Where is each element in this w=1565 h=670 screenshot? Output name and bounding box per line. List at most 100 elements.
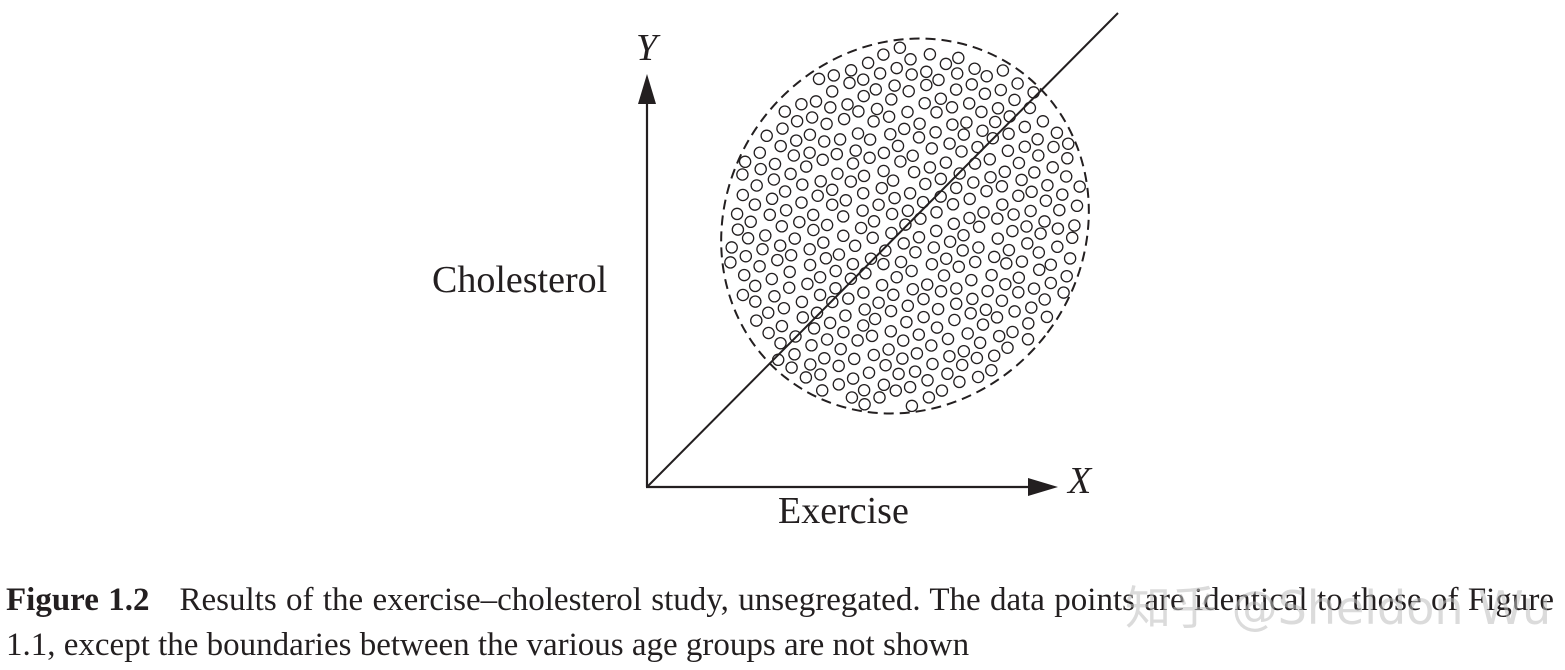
- data-point: [888, 79, 901, 92]
- data-point: [824, 101, 837, 114]
- data-point: [991, 102, 1005, 115]
- data-point: [896, 334, 910, 347]
- data-point: [1018, 120, 1032, 134]
- data-point: [1041, 178, 1054, 192]
- data-point: [920, 78, 933, 92]
- data-point: [1034, 227, 1047, 240]
- data-point: [887, 288, 900, 302]
- data-point: [836, 210, 850, 223]
- data-point: [787, 149, 801, 162]
- data-point: [988, 115, 1002, 129]
- data-point: [930, 321, 944, 334]
- data-point: [877, 48, 890, 61]
- data-point: [894, 155, 907, 168]
- data-point: [765, 272, 779, 286]
- data-point: [877, 257, 890, 271]
- data-point: [961, 327, 974, 340]
- data-point: [803, 146, 816, 159]
- data-point: [1003, 110, 1016, 123]
- data-point: [889, 384, 903, 397]
- data-point: [920, 65, 933, 79]
- data-point: [994, 83, 1008, 97]
- data-point: [784, 248, 798, 262]
- data-point: [832, 248, 846, 261]
- data-point: [957, 344, 971, 358]
- data-point: [901, 105, 914, 119]
- data-point: [937, 269, 951, 282]
- data-point: [857, 383, 871, 397]
- data-point: [972, 241, 985, 254]
- x-axis-letter: X: [1066, 460, 1093, 502]
- data-point: [912, 131, 926, 144]
- data-point: [837, 229, 850, 243]
- data-point: [774, 139, 787, 153]
- data-point: [810, 306, 824, 320]
- data-point: [945, 101, 959, 114]
- data-point: [857, 286, 870, 299]
- data-point: [923, 48, 937, 61]
- data-point: [748, 279, 762, 293]
- data-point: [984, 170, 997, 184]
- data-point: [843, 76, 856, 90]
- data-point: [782, 281, 796, 294]
- data-point: [811, 189, 824, 202]
- y-axis-letter: Y: [636, 27, 661, 69]
- data-point: [971, 370, 985, 384]
- y-axis-name: Cholesterol: [432, 259, 607, 301]
- data-point: [1031, 133, 1044, 146]
- data-point: [837, 325, 850, 339]
- data-point: [805, 339, 818, 352]
- data-point: [789, 330, 802, 343]
- data-point: [1025, 185, 1038, 199]
- data-point: [900, 315, 913, 329]
- exercise-cholesterol-figure: Y X Cholesterol Exercise: [432, 12, 1119, 532]
- data-point: [833, 133, 847, 146]
- data-point: [1053, 203, 1066, 217]
- data-point: [790, 114, 804, 128]
- watermark-text: 知乎 @Sheldon Wu: [1125, 581, 1552, 635]
- data-point: [872, 198, 885, 211]
- data-point: [882, 110, 896, 123]
- data-point: [1024, 204, 1037, 218]
- data-point: [754, 162, 767, 176]
- data-point: [985, 268, 998, 282]
- data-point: [852, 105, 865, 118]
- data-point: [814, 368, 827, 381]
- data-point: [765, 192, 779, 206]
- data-point: [910, 347, 924, 360]
- data-point: [1027, 282, 1041, 295]
- data-point: [831, 167, 844, 180]
- data-point: [749, 295, 762, 308]
- data-point: [950, 282, 963, 295]
- data-point: [844, 272, 858, 286]
- data-point: [809, 95, 823, 108]
- data-point: [756, 243, 769, 256]
- data-point: [768, 157, 782, 171]
- data-point: [939, 156, 953, 169]
- caption-text: Results of the exercise–cholesterol stud…: [6, 582, 1554, 663]
- data-point: [1032, 149, 1045, 162]
- data-point: [912, 328, 926, 341]
- data-point: [922, 391, 936, 404]
- data-point: [956, 244, 969, 257]
- data-point: [834, 342, 847, 356]
- data-point: [801, 277, 814, 291]
- data-point: [823, 316, 837, 330]
- data-point: [788, 232, 802, 245]
- data-point: [925, 257, 939, 271]
- data-point: [775, 319, 789, 333]
- data-point: [815, 384, 829, 397]
- data-point: [865, 329, 879, 343]
- data-point: [1012, 286, 1025, 299]
- data-point: [825, 183, 839, 197]
- data-point: [867, 115, 880, 128]
- data-point: [814, 175, 827, 188]
- data-point: [897, 122, 911, 136]
- data-point: [820, 218, 834, 232]
- data-point: [913, 117, 926, 130]
- data-point: [1001, 341, 1014, 354]
- data-point: [980, 69, 993, 83]
- data-point: [1022, 317, 1035, 330]
- data-point: [829, 264, 842, 278]
- data-point: [917, 292, 930, 306]
